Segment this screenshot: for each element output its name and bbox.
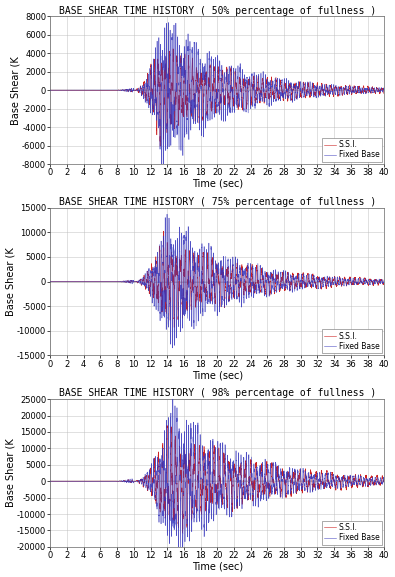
Line: S.S.I.: S.S.I. xyxy=(50,231,384,327)
X-axis label: Time (sec): Time (sec) xyxy=(192,370,243,380)
Line: Fixed Base: Fixed Base xyxy=(50,398,384,561)
Y-axis label: Base Shear (K: Base Shear (K xyxy=(6,439,15,507)
Fixed Base xyxy=(313,87,318,94)
Line: Fixed Base: Fixed Base xyxy=(50,23,384,168)
S.S.I. xyxy=(295,84,300,91)
S.S.I. xyxy=(65,478,70,485)
Legend: S.S.I., Fixed Base: S.S.I., Fixed Base xyxy=(322,521,382,545)
X-axis label: Time (sec): Time (sec) xyxy=(192,179,243,189)
Legend: S.S.I., Fixed Base: S.S.I., Fixed Base xyxy=(322,138,382,162)
Fixed Base xyxy=(382,479,387,486)
Fixed Base xyxy=(48,278,53,285)
S.S.I. xyxy=(48,87,53,93)
Fixed Base xyxy=(160,164,164,171)
S.S.I. xyxy=(65,278,70,285)
Fixed Base xyxy=(382,276,387,283)
Legend: S.S.I., Fixed Base: S.S.I., Fixed Base xyxy=(322,329,382,353)
Fixed Base xyxy=(260,95,265,102)
S.S.I. xyxy=(172,324,177,331)
Title: BASE SHEAR TIME HISTORY ( 98% percentage of fullness ): BASE SHEAR TIME HISTORY ( 98% percentage… xyxy=(58,388,376,398)
Line: S.S.I.: S.S.I. xyxy=(50,426,384,533)
Fixed Base xyxy=(169,253,174,260)
S.S.I. xyxy=(169,117,174,123)
S.S.I. xyxy=(382,90,387,97)
Fixed Base xyxy=(295,83,300,90)
S.S.I. xyxy=(382,279,387,286)
Fixed Base xyxy=(246,493,250,500)
S.S.I. xyxy=(180,529,185,536)
S.S.I. xyxy=(169,249,174,256)
Fixed Base xyxy=(48,87,53,93)
S.S.I. xyxy=(313,91,318,98)
Fixed Base xyxy=(260,462,265,469)
Fixed Base xyxy=(65,87,70,93)
Fixed Base xyxy=(169,515,173,522)
S.S.I. xyxy=(260,478,265,485)
S.S.I. xyxy=(382,478,387,485)
S.S.I. xyxy=(260,75,265,82)
Fixed Base xyxy=(65,278,70,285)
Fixed Base xyxy=(246,260,250,267)
S.S.I. xyxy=(246,279,250,286)
S.S.I. xyxy=(48,478,53,485)
Fixed Base xyxy=(170,344,175,351)
S.S.I. xyxy=(246,495,250,502)
S.S.I. xyxy=(48,278,53,285)
Fixed Base xyxy=(165,211,169,218)
S.S.I. xyxy=(260,274,265,281)
Title: BASE SHEAR TIME HISTORY ( 75% percentage of fullness ): BASE SHEAR TIME HISTORY ( 75% percentage… xyxy=(58,197,376,207)
S.S.I. xyxy=(313,281,318,288)
S.S.I. xyxy=(165,422,169,429)
Fixed Base xyxy=(313,283,318,290)
Y-axis label: Base Shear (K: Base Shear (K xyxy=(11,56,21,125)
Fixed Base xyxy=(382,86,387,93)
S.S.I. xyxy=(65,87,70,93)
Fixed Base xyxy=(260,265,265,272)
Title: BASE SHEAR TIME HISTORY ( 50% percentage of fullness ): BASE SHEAR TIME HISTORY ( 50% percentage… xyxy=(58,6,376,16)
S.S.I. xyxy=(246,84,250,91)
Fixed Base xyxy=(166,19,171,26)
Fixed Base xyxy=(313,484,318,490)
Fixed Base xyxy=(169,114,174,121)
Line: Fixed Base: Fixed Base xyxy=(50,214,384,348)
Line: S.S.I.: S.S.I. xyxy=(50,48,384,146)
S.S.I. xyxy=(169,426,174,433)
S.S.I. xyxy=(295,269,300,276)
Fixed Base xyxy=(178,558,183,565)
Fixed Base xyxy=(48,478,53,485)
Fixed Base xyxy=(246,98,250,105)
Fixed Base xyxy=(295,278,300,284)
S.S.I. xyxy=(295,479,300,486)
Fixed Base xyxy=(65,478,70,485)
S.S.I. xyxy=(158,143,162,149)
S.S.I. xyxy=(171,45,175,52)
S.S.I. xyxy=(313,471,318,478)
Y-axis label: Base Shear (K: Base Shear (K xyxy=(6,247,15,316)
X-axis label: Time (sec): Time (sec) xyxy=(192,561,243,571)
Fixed Base xyxy=(295,469,300,476)
Fixed Base xyxy=(170,395,175,402)
S.S.I. xyxy=(161,228,166,235)
